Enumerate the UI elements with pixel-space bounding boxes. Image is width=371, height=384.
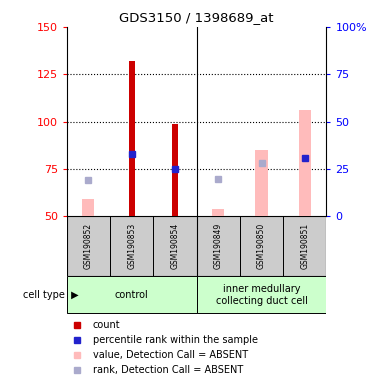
Bar xyxy=(240,217,283,276)
Text: GSM190851: GSM190851 xyxy=(301,223,309,269)
Bar xyxy=(67,217,110,276)
Text: cell type  ▶: cell type ▶ xyxy=(23,290,78,300)
Text: inner medullary
collecting duct cell: inner medullary collecting duct cell xyxy=(216,284,308,306)
Bar xyxy=(153,217,197,276)
Bar xyxy=(283,217,326,276)
Text: rank, Detection Call = ABSENT: rank, Detection Call = ABSENT xyxy=(93,365,243,375)
Text: GSM190850: GSM190850 xyxy=(257,223,266,269)
Bar xyxy=(67,276,197,313)
Text: control: control xyxy=(115,290,148,300)
Text: GSM190853: GSM190853 xyxy=(127,223,136,269)
Bar xyxy=(197,217,240,276)
Bar xyxy=(172,124,178,217)
Bar xyxy=(299,110,311,217)
Bar xyxy=(197,276,326,313)
Bar xyxy=(129,61,135,217)
Text: GSM190852: GSM190852 xyxy=(84,223,93,269)
Text: percentile rank within the sample: percentile rank within the sample xyxy=(93,335,258,345)
Text: GSM190854: GSM190854 xyxy=(171,223,180,269)
Bar xyxy=(212,209,224,217)
Bar xyxy=(82,199,95,217)
Title: GDS3150 / 1398689_at: GDS3150 / 1398689_at xyxy=(119,11,274,24)
Text: GSM190849: GSM190849 xyxy=(214,223,223,269)
Text: count: count xyxy=(93,320,120,330)
Bar xyxy=(110,217,153,276)
Bar xyxy=(256,150,267,217)
Text: value, Detection Call = ABSENT: value, Detection Call = ABSENT xyxy=(93,350,248,360)
